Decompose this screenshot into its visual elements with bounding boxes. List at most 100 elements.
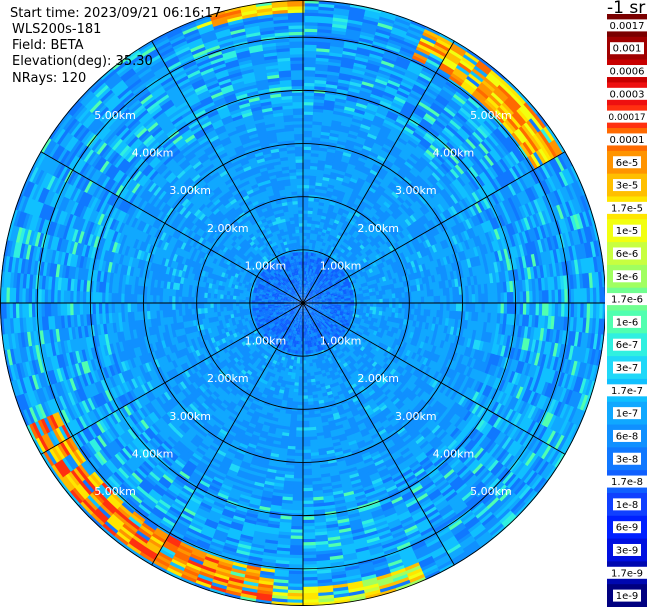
range-gate-cell — [312, 262, 317, 267]
range-gate-cell — [310, 165, 319, 170]
range-gate-cell — [385, 137, 397, 146]
range-gate-cell — [421, 153, 433, 164]
range-gate-cell — [350, 153, 360, 161]
range-gate-cell — [352, 214, 360, 221]
range-gate-cell — [350, 74, 365, 82]
range-gate-cell — [314, 284, 318, 289]
range-gate-cell — [379, 12, 398, 22]
range-gate-cell — [397, 86, 412, 97]
range-gate-cell — [417, 43, 434, 54]
range-gate-cell — [367, 102, 380, 110]
range-gate-cell — [345, 31, 362, 39]
range-gate-cell — [338, 72, 353, 79]
range-gate-cell — [308, 287, 311, 292]
range-gate-cell — [445, 103, 459, 116]
range-gate-cell — [386, 41, 403, 51]
range-gate-cell — [365, 108, 378, 116]
range-gate-cell — [384, 174, 394, 183]
range-gate-cell — [348, 84, 363, 91]
range-gate-cell — [448, 75, 464, 88]
range-gate-cell — [451, 96, 465, 108]
range-gate-cell — [389, 181, 399, 190]
range-gate-cell — [309, 235, 314, 240]
range-gate-cell — [332, 162, 341, 168]
range-gate-cell — [303, 229, 308, 233]
range-gate-cell — [349, 156, 359, 164]
range-gate-cell — [414, 128, 427, 139]
range-gate-cell — [345, 139, 357, 146]
range-gate-cell — [381, 203, 390, 211]
range-gate-cell — [362, 197, 370, 205]
range-gate-cell — [356, 180, 365, 187]
range-gate-cell — [314, 280, 318, 285]
range-gate-cell — [307, 254, 311, 259]
range-gate-cell — [303, 120, 314, 125]
range-gate-cell — [306, 226, 312, 231]
range-gate-cell — [390, 29, 408, 39]
range-gate-cell — [309, 268, 313, 273]
range-gate-cell — [377, 184, 387, 193]
range-gate-cell — [360, 86, 374, 95]
range-gate-cell — [380, 124, 393, 133]
range-gate-cell — [401, 178, 411, 188]
range-gate-cell — [420, 69, 436, 80]
range-gate-cell — [396, 55, 413, 65]
range-gate-cell — [369, 218, 377, 226]
range-gate-cell — [377, 22, 395, 31]
range-gate-cell — [312, 275, 316, 280]
range-gate-cell — [384, 116, 397, 125]
range-gate-cell — [405, 69, 421, 80]
range-gate-cell — [335, 146, 346, 153]
range-gate-cell — [392, 67, 407, 77]
range-gate-cell — [303, 149, 312, 154]
range-gate-cell — [356, 159, 367, 167]
range-gate-cell — [336, 85, 350, 92]
range-gate-cell — [342, 151, 353, 158]
range-gate-cell — [468, 72, 484, 86]
range-gate-cell — [378, 151, 389, 160]
range-gate-cell — [364, 12, 382, 20]
range-gate-cell — [419, 140, 431, 150]
range-gate-cell — [368, 171, 378, 180]
range-gate-cell — [445, 80, 461, 93]
range-gate-cell — [303, 222, 308, 227]
range-gate-cell — [339, 204, 347, 210]
range-gate-cell — [450, 72, 466, 85]
range-gate-cell — [336, 88, 350, 95]
range-gate-cell — [308, 251, 312, 256]
range-gate-cell — [352, 171, 361, 178]
range-gate-cell — [381, 191, 391, 200]
range-gate-cell — [311, 290, 315, 294]
range-gate-cell — [445, 124, 458, 136]
range-gate-cell — [307, 210, 314, 215]
range-gate-cell — [372, 40, 389, 49]
range-gate-cell — [347, 200, 355, 207]
range-gate-cell — [401, 106, 415, 116]
range-gate-cell — [395, 158, 406, 167]
range-gate-cell — [340, 160, 350, 167]
range-gate-cell — [453, 93, 467, 106]
range-gate-cell — [355, 52, 371, 60]
range-gate-cell — [416, 103, 430, 114]
range-gate-cell — [441, 59, 458, 72]
range-gate-cell — [366, 174, 376, 182]
range-gate-cell — [303, 82, 316, 87]
range-gate-cell — [305, 280, 307, 285]
range-gate-cell — [339, 66, 355, 73]
range-gate-cell — [351, 174, 360, 181]
range-gate-cell — [469, 70, 486, 84]
range-gate-cell — [408, 25, 426, 36]
range-gate-cell — [417, 158, 428, 169]
range-gate-cell — [473, 65, 490, 79]
range-gate-cell — [385, 198, 394, 207]
range-gate-cell — [343, 109, 356, 116]
range-gate-cell — [475, 86, 491, 101]
range-gate-cell — [342, 178, 351, 185]
range-gate-cell — [391, 178, 401, 187]
range-gate-cell — [436, 116, 449, 128]
range-gate-cell — [454, 90, 469, 104]
range-gate-cell — [402, 163, 413, 173]
range-gate-cell — [362, 208, 370, 216]
range-gate-cell — [363, 194, 372, 202]
range-gate-cell — [413, 147, 425, 158]
